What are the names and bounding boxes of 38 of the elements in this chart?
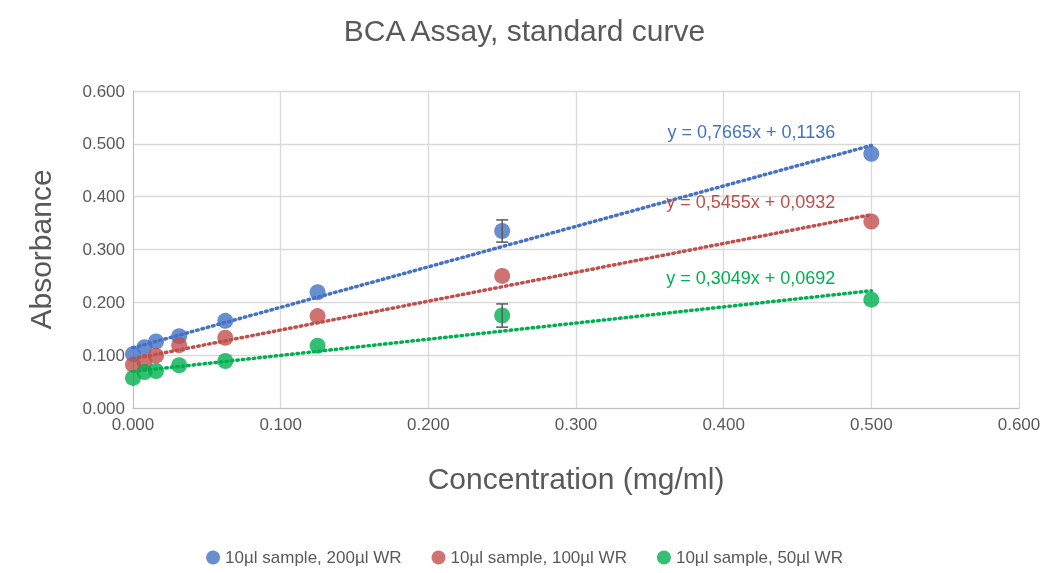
y-tick-label: 0.300 [82, 240, 125, 259]
point [309, 337, 326, 354]
point [171, 357, 188, 374]
y-axis-title: Absorbance [23, 169, 57, 330]
y-tick-label: 0.000 [82, 398, 125, 418]
point [217, 352, 234, 369]
y-tick-label: 0.100 [82, 345, 125, 365]
y-tick-label: 0.200 [82, 292, 125, 312]
point [494, 267, 511, 284]
point [863, 291, 880, 308]
annotation: y = 0,7665x + 0,1136 [667, 122, 836, 143]
x-tick-label: 0.000 [111, 415, 155, 434]
point [217, 329, 234, 346]
point [863, 213, 880, 230]
x-tick-label: 0.400 [702, 415, 745, 434]
x-tick-label: 0.600 [997, 415, 1041, 434]
legend-label: 10µl sample, 200µl WR [225, 548, 402, 567]
x-tick-label: 0.200 [407, 415, 450, 434]
x-tick-label: 0.100 [259, 415, 302, 434]
annotation: y = 0,3049x + 0,0692 [666, 267, 836, 288]
point [217, 312, 234, 329]
y-tick-label: 0.600 [82, 81, 125, 101]
chart-title: BCA Assay, standard curve [343, 13, 706, 47]
legend-label: 10µl sample, 100µl WR [450, 548, 627, 567]
x-tick-label: 0.300 [554, 415, 598, 434]
point [863, 145, 880, 162]
point [125, 369, 141, 386]
x-tick-label: 0.500 [850, 415, 893, 434]
y-tick-label: 0.400 [82, 187, 125, 207]
legend-label: 10µl sample, 50µl WR [675, 548, 843, 567]
x-axis-title: Concentration (mg/ml) [427, 461, 725, 495]
point [148, 363, 165, 380]
point [148, 347, 165, 364]
point [171, 337, 188, 354]
y-tick-label: 0.500 [82, 134, 125, 154]
point [309, 284, 326, 301]
point [309, 308, 326, 325]
point [148, 333, 165, 350]
